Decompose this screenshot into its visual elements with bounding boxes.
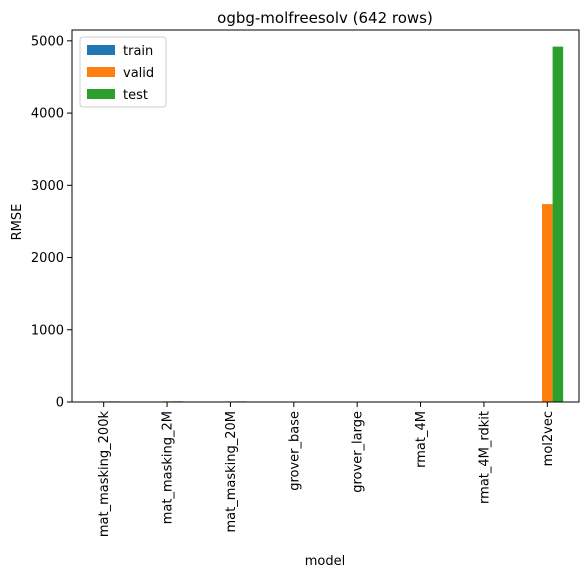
legend-label-train: train xyxy=(123,44,153,59)
y-tick-label: 4000 xyxy=(31,107,64,122)
y-tick-label: 3000 xyxy=(31,179,64,194)
legend-label-test: test xyxy=(123,88,148,103)
legend-label-valid: valid xyxy=(123,66,154,81)
bar-test-mol2vec xyxy=(552,46,564,403)
x-tick-label: mat_masking_2M xyxy=(161,411,176,524)
x-axis-title: model xyxy=(305,554,345,569)
plot-frame xyxy=(71,29,580,403)
x-tick-label: rmat_4M_rdkit xyxy=(477,411,492,504)
x-tick-label: grover_large xyxy=(351,411,366,493)
x-tick-label: mat_masking_20M xyxy=(224,411,239,533)
bar-valid-mol2vec xyxy=(542,204,553,402)
x-tick-label: grover_base xyxy=(287,411,302,491)
x-tick-label: mol2vec xyxy=(541,411,556,466)
x-tick-label: rmat_4M xyxy=(414,411,429,468)
y-axis-title: RMSE xyxy=(10,204,25,241)
x-tick-label: mat_masking_200k xyxy=(97,411,112,538)
y-tick-label: 1000 xyxy=(31,323,64,338)
legend-swatch-valid xyxy=(87,67,115,77)
y-tick-label: 2000 xyxy=(31,251,64,266)
legend-swatch-test xyxy=(87,89,115,99)
chart-title: ogbg-molfreesolv (642 rows) xyxy=(217,9,433,27)
legend: train valid test xyxy=(79,36,167,108)
legend-swatch-train xyxy=(87,45,115,55)
y-tick-label: 0 xyxy=(56,396,64,411)
y-tick-label: 5000 xyxy=(31,34,64,49)
